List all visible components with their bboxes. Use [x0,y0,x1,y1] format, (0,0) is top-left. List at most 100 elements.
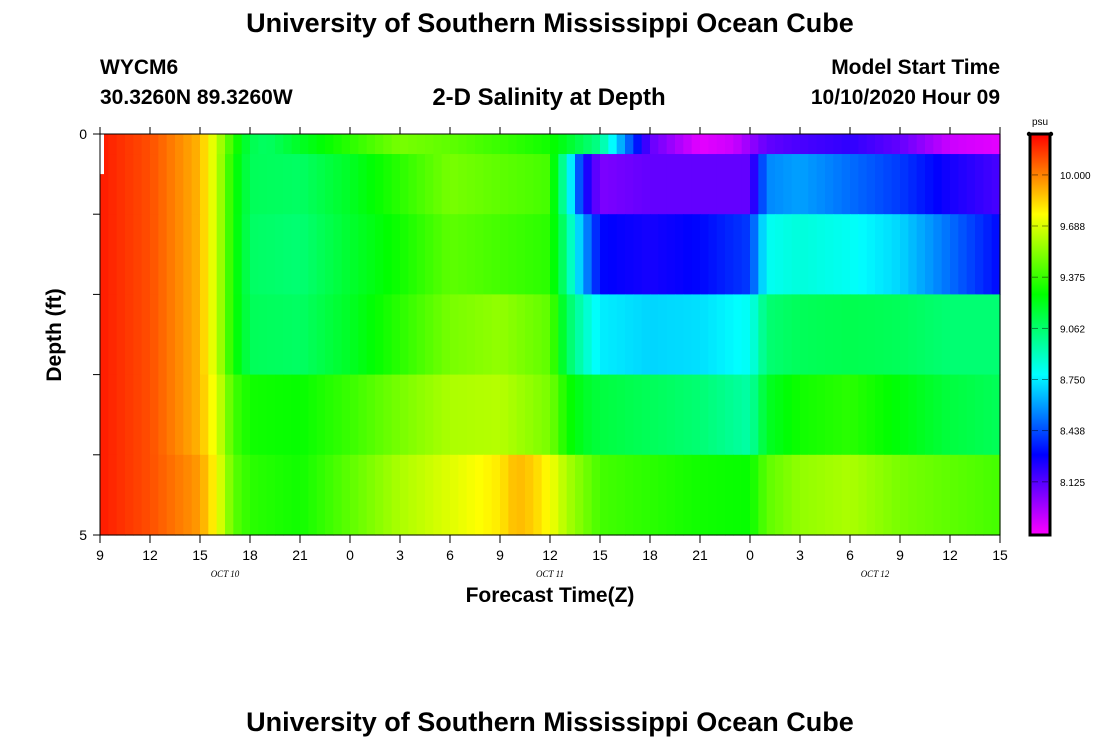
heatmap-cell [408,374,418,456]
heatmap-cell [225,294,234,376]
heatmap-cell [891,374,901,456]
heatmap-cell [641,214,651,295]
heatmap-cell [116,214,126,295]
colorbar-fill [1028,132,1052,537]
x-tick-label: 18 [242,547,258,563]
heatmap-cell [325,154,334,215]
heatmap-cell [716,374,726,456]
heatmap-cell [916,454,926,536]
heatmap-cell [825,374,834,456]
heatmap-cell [183,374,193,456]
heatmap-cell [250,134,259,155]
heatmap-cell [525,134,534,155]
colorbar-label: 9.688 [1060,222,1085,233]
heatmap-cell [258,294,268,376]
heatmap-cell [866,134,876,155]
heatmap-cell [700,214,709,295]
heatmap-cell [416,134,426,155]
heatmap-cell [583,454,593,536]
heatmap-cell [516,454,526,536]
heatmap-cell [483,294,493,376]
heatmap-cell [866,154,876,215]
heatmap-cell [425,294,434,376]
heatmap-cell [616,214,626,295]
heatmap-cell [391,374,401,456]
model-start-value: 10/10/2020 Hour 09 [810,86,1000,109]
heatmap-cell [150,374,159,456]
heatmap-cell [891,454,901,536]
heatmap-cell [341,294,351,376]
heatmap-cell [250,214,259,295]
heatmap-cell [600,374,609,456]
heatmap-cell [466,454,476,536]
heatmap-cell [783,154,793,215]
heatmap-cell [500,454,509,536]
heatmap-cell [658,294,668,376]
model-start-label: Model Start Time [831,56,1000,79]
page-title: University of Southern Mississippi Ocean… [246,8,854,38]
heatmap-cell [675,134,684,155]
heatmap-cell [475,214,484,295]
heatmap-cell [591,374,601,456]
heatmap-cell [283,154,293,215]
heatmap-cell [283,454,293,536]
heatmap-cell [833,454,843,536]
heatmap-cell [991,374,1001,456]
heatmap-cell [516,374,526,456]
heatmap-cell [625,374,634,456]
heatmap-cell [900,454,909,536]
heatmap-cell [300,454,309,536]
colorbar-label: 8.750 [1060,376,1085,387]
heatmap-cell [625,134,634,155]
heatmap-cell [275,154,284,215]
heatmap-cell [675,374,684,456]
heatmap-cell [158,214,168,295]
heatmap-cell [991,294,1001,376]
heatmap-cell [358,294,368,376]
heatmap-cell [600,294,609,376]
heatmap-cell [441,214,451,295]
heatmap-cell [116,454,126,536]
heatmap-cell [525,374,534,456]
heatmap-cell [700,154,709,215]
heatmap-cell [941,454,951,536]
heatmap-cell [775,214,784,295]
heatmap-cell [425,154,434,215]
heatmap-cell [466,374,476,456]
heatmap-cell [950,154,959,215]
heatmap-cell [933,214,943,295]
heatmap-cell [483,154,493,215]
heatmap-cell [141,134,151,155]
heatmap-cell [633,294,643,376]
heatmap-cell [191,374,201,456]
heatmap-cell [375,454,384,536]
heatmap-cell [791,154,801,215]
heatmap-cell [375,294,384,376]
heatmap-cell [508,214,518,295]
heatmap-cell [533,294,543,376]
heatmap-cell [733,374,743,456]
heatmap-cell [966,154,976,215]
heatmap-cell [866,294,876,376]
heatmap-cell [500,214,509,295]
heatmap-cell [125,134,134,155]
heatmap-cell [308,454,318,536]
date-label: OCT 11 [536,569,564,579]
heatmap-cell [291,454,301,536]
x-tick-label: 12 [942,547,958,563]
heatmap-cell [300,294,309,376]
heatmap-cell [375,134,384,155]
heatmap-cell [433,374,443,456]
heatmap-cell [733,294,743,376]
heatmap-cell [775,374,784,456]
heatmap-cell [191,294,201,376]
heatmap-cell [608,294,618,376]
heatmap-cell [483,454,493,536]
heatmap-cell [891,294,901,376]
x-tick-label: 6 [446,547,454,563]
heatmap-cell [691,454,701,536]
heatmap-cell [266,294,276,376]
heatmap-cell [133,294,143,376]
heatmap-cell [375,374,384,456]
heatmap-cell [975,454,984,536]
